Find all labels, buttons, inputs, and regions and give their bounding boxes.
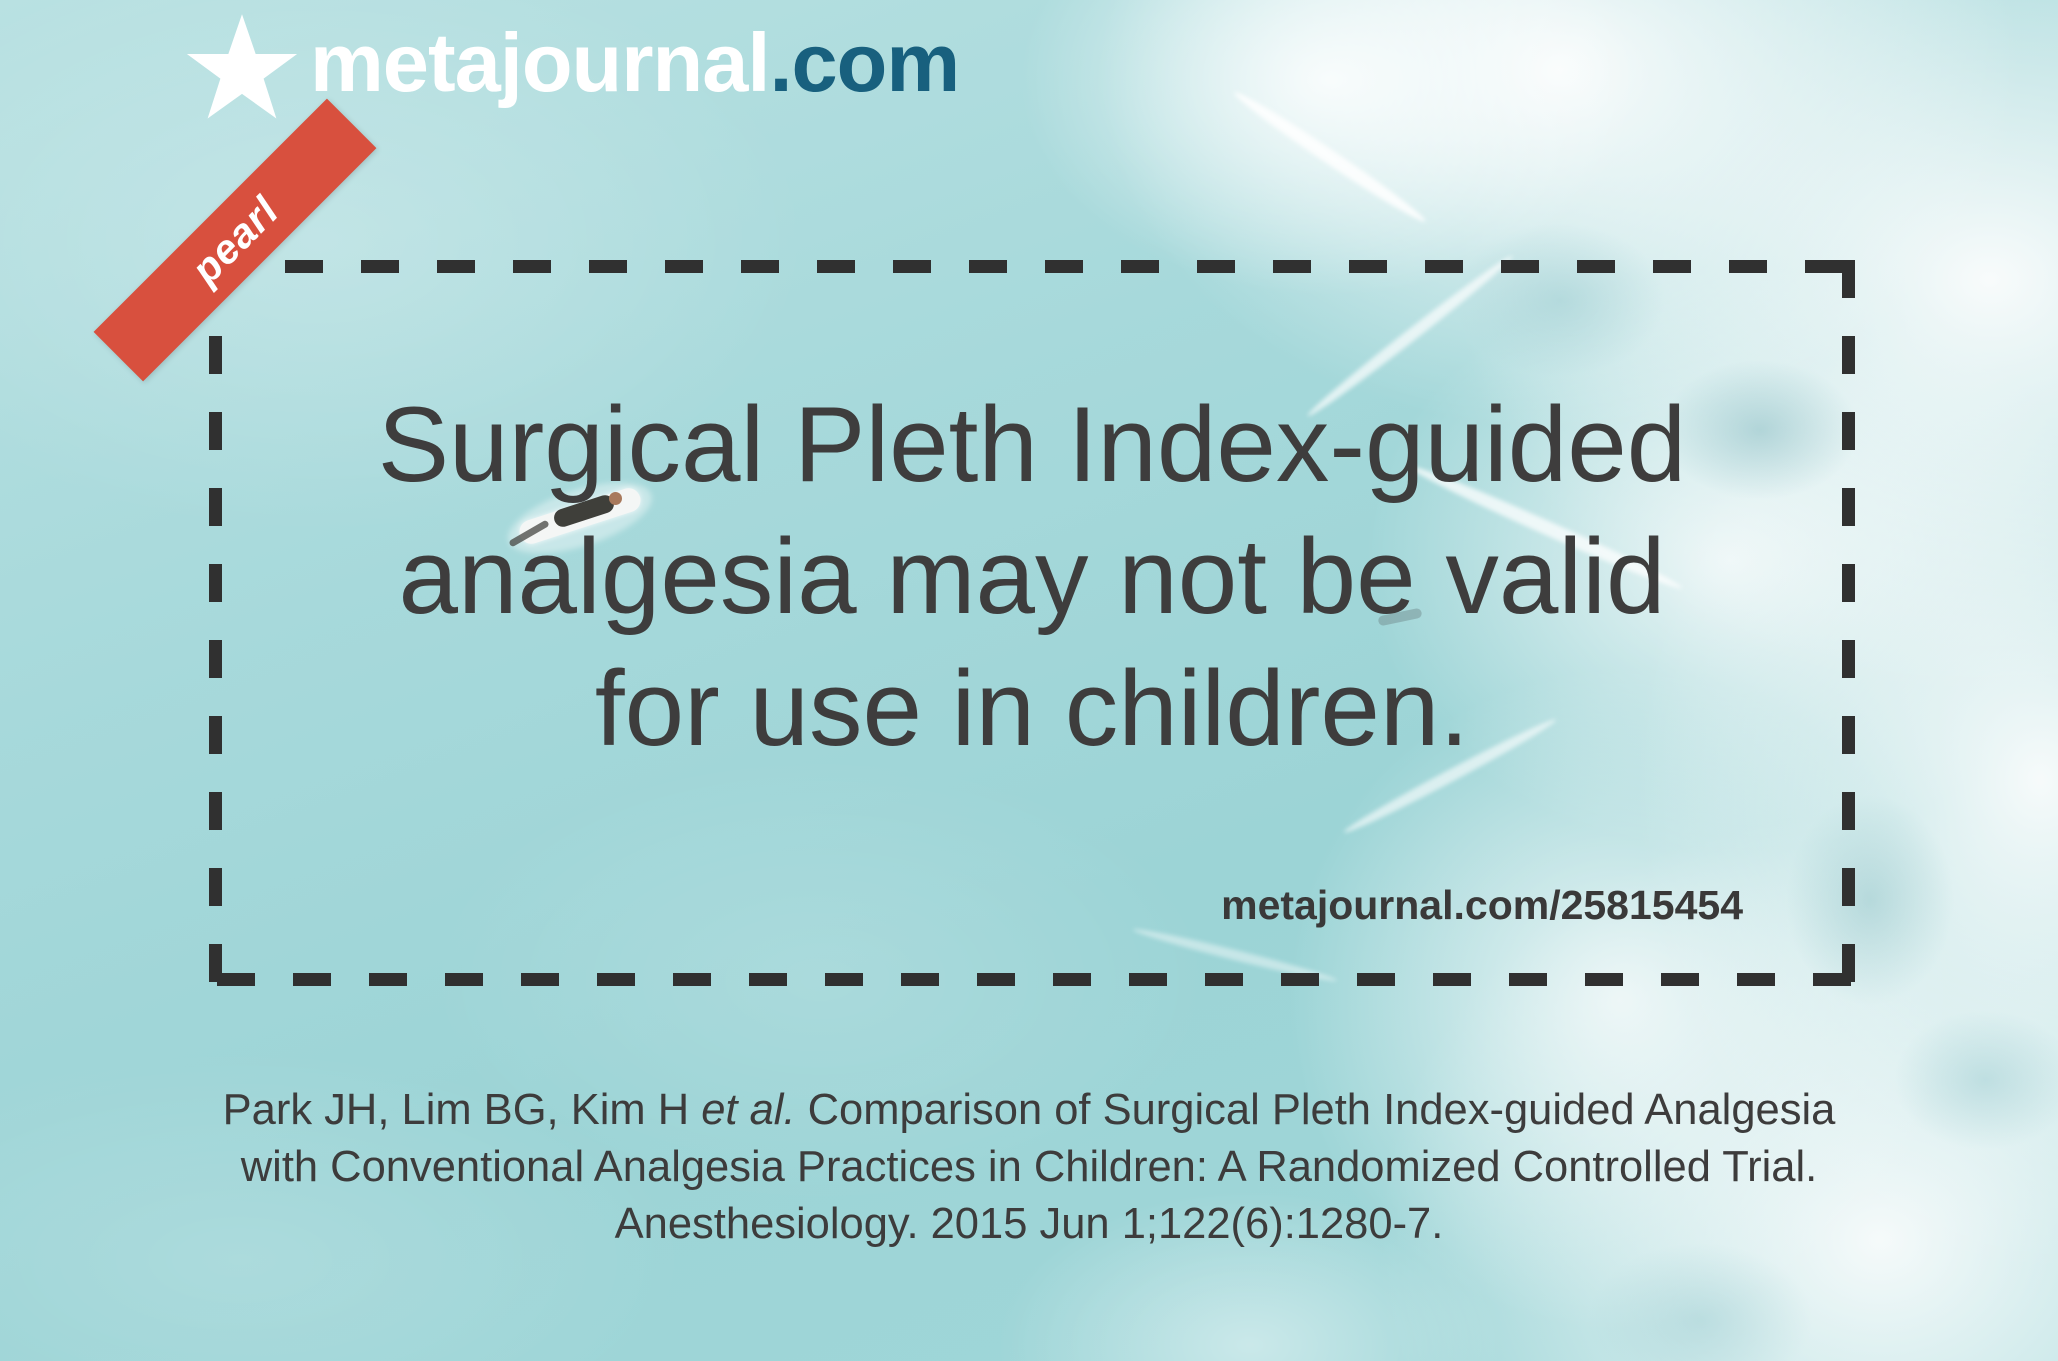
quote-line: Surgical Pleth Index-guided xyxy=(377,384,1687,504)
quote-headline: Surgical Pleth Index-guided analgesia ma… xyxy=(209,378,1855,774)
metajournal-logo: metajournal.com xyxy=(186,12,960,120)
dashed-border-right xyxy=(1842,260,1855,986)
dashed-border-left xyxy=(209,260,222,986)
logo-tld-text: .com xyxy=(769,15,960,109)
quote-line: analgesia may not be valid xyxy=(398,516,1666,636)
quote-box: Surgical Pleth Index-guided analgesia ma… xyxy=(209,260,1855,986)
surfer xyxy=(500,468,675,588)
logo-wordmark: metajournal.com xyxy=(310,21,960,112)
star-icon xyxy=(186,14,298,119)
quote-line: for use in children. xyxy=(594,648,1470,768)
dashed-border-bottom xyxy=(209,973,1855,986)
dashed-border-top xyxy=(209,260,1855,273)
citation-body: Comparison of Surgical Pleth Index-guide… xyxy=(240,1086,1836,1248)
citation-authors: Park JH, Lim BG, Kim H xyxy=(222,1086,690,1134)
logo-brand-text: metajournal xyxy=(310,15,770,109)
citation-et-al: et al. xyxy=(701,1086,796,1134)
citation: Park JH, Lim BG, Kim H et al. Comparison… xyxy=(199,1082,1859,1253)
article-link[interactable]: metajournal.com/25815454 xyxy=(1221,882,1743,928)
surfer-head xyxy=(609,492,622,505)
